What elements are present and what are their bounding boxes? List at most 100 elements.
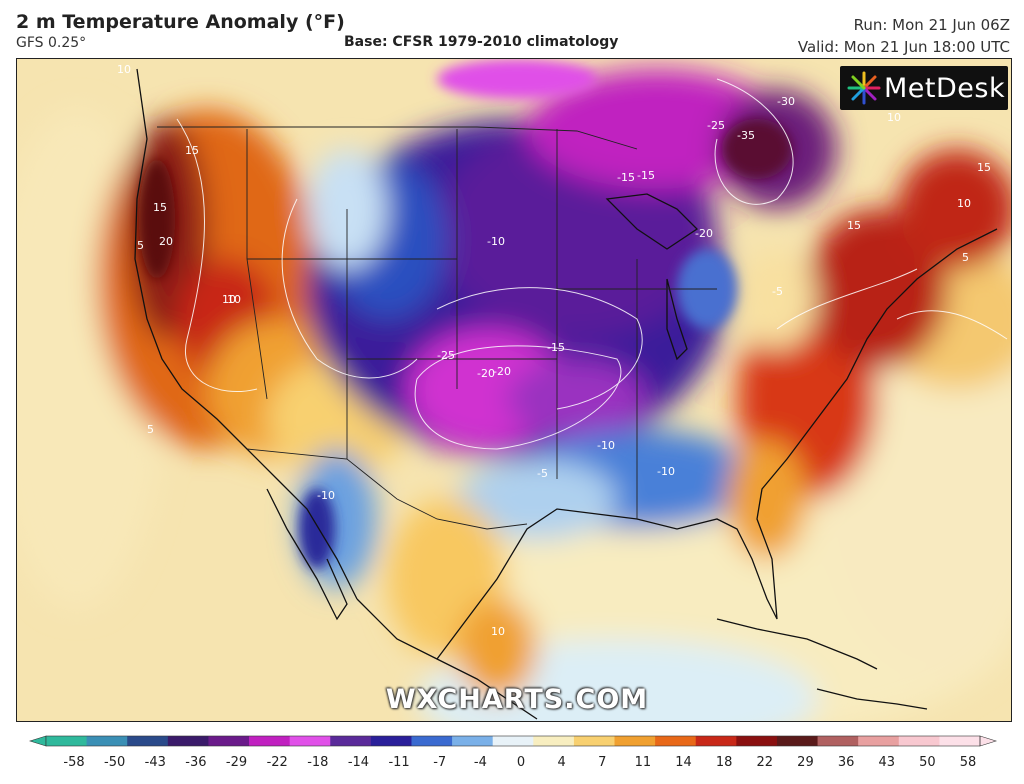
legend-tick-label: -4	[474, 755, 487, 770]
legend-color-step	[898, 736, 940, 746]
legend-tick-label: 36	[838, 755, 855, 770]
legend-color-step	[939, 736, 981, 746]
contour-label: -5	[537, 467, 548, 480]
legend-color-step	[167, 736, 209, 746]
legend-color-step	[655, 736, 697, 746]
legend-tick-label: -36	[185, 755, 206, 770]
legend-tick-label: -22	[267, 755, 288, 770]
base-climatology-label: Base: CFSR 1979-2010 climatology	[344, 34, 619, 50]
contour-label: -10	[597, 439, 615, 452]
contour-label: -10	[317, 489, 335, 502]
contour-label: 10	[491, 625, 505, 638]
legend-color-step	[370, 736, 412, 746]
contour-label: -5	[772, 285, 783, 298]
legend-tick-label: 18	[716, 755, 733, 770]
legend-color-step	[127, 736, 169, 746]
legend-tick-label: -43	[145, 755, 166, 770]
map-canvas: 10 15 20 15 10 5 -10 -15 -20 -25 -20 -15 -30 -35 -25 -1…	[17, 59, 1011, 721]
metdesk-logo-text: MetDesk	[884, 72, 1006, 104]
legend-color-step	[533, 736, 575, 746]
legend-color-step	[208, 736, 250, 746]
legend-color-step	[411, 736, 453, 746]
anomaly-field	[17, 69, 1011, 721]
legend-color-step	[330, 736, 372, 746]
anomaly-detail	[139, 59, 792, 569]
legend-bar	[28, 735, 998, 747]
legend-color-step	[736, 736, 778, 746]
contour-label: -15	[637, 169, 655, 182]
color-scale-legend: -58 -50 -43 -36 -29 -22 -18 -14 -11 -7 -4 0 4 7 11 14 18…	[28, 735, 998, 770]
contour-labels: 10 15 20 15 10 5 -10 -15 -20 -25 -20 -15 -30 -35 -25 -1…	[117, 63, 991, 638]
legend-color-step	[492, 736, 534, 746]
legend-tick-label: 58	[960, 755, 977, 770]
legend-color-step	[452, 736, 494, 746]
contour-label: -30	[777, 95, 795, 108]
coastlines	[134, 68, 998, 720]
legend-ticks: -58 -50 -43 -36 -29 -22 -18 -14 -11 -7 -4 0 4 7 11 14 18…	[63, 755, 976, 770]
legend-color-step	[289, 736, 331, 746]
legend-tick-label: -29	[226, 755, 247, 770]
legend-tick-label: -18	[307, 755, 328, 770]
borders	[157, 126, 717, 530]
contour-label: 5	[962, 251, 969, 264]
contour-label: 10	[117, 63, 131, 76]
contour-label: -20	[493, 365, 511, 378]
wxcharts-watermark: WXCHARTS.COM	[385, 684, 649, 715]
run-time-label: Run: Mon 21 Jun 06Z	[853, 16, 1010, 34]
legend-tick-label: -50	[104, 755, 125, 770]
header-left: 2 m Temperature Anomaly (°F) GFS 0.25°	[16, 10, 345, 52]
contour-label: -10	[657, 465, 675, 478]
contour-label: 15	[153, 201, 167, 214]
legend-color-step	[695, 736, 737, 746]
legend-color-step	[776, 736, 819, 746]
model-label: GFS 0.25°	[16, 35, 87, 51]
legend-tick-label: 43	[878, 755, 895, 770]
legend-arrow-right	[979, 735, 998, 747]
contour-label: -10	[487, 235, 505, 248]
metdesk-starburst-icon	[847, 71, 881, 105]
legend-tick-label: 50	[919, 755, 936, 770]
legend-tick-label: -7	[433, 755, 446, 770]
contour-label: 10	[222, 293, 236, 306]
metdesk-logo: MetDesk	[840, 66, 1008, 110]
contour-label: -25	[707, 119, 725, 132]
legend-tick-label: 11	[635, 755, 652, 770]
legend-color-step	[614, 736, 656, 746]
contour-label: -25	[437, 349, 455, 362]
contour-label: 5	[137, 239, 144, 252]
contour-label: -15	[617, 171, 635, 184]
anomaly-map: 10 15 20 15 10 5 -10 -15 -20 -25 -20 -15 -30 -35 -25 -1…	[16, 58, 1012, 722]
contour-label: 15	[185, 144, 199, 157]
legend-color-step	[249, 736, 291, 746]
legend-color-step	[858, 736, 900, 746]
contour-label: 5	[147, 423, 154, 436]
contour-label: 10	[957, 197, 971, 210]
legend-tick-label: 4	[557, 755, 565, 770]
header-right: Run: Mon 21 Jun 06Z Valid: Mon 21 Jun 18…	[798, 14, 1010, 58]
contour-label: -35	[737, 129, 755, 142]
contour-label: 15	[847, 219, 861, 232]
contour-label: -15	[547, 341, 565, 354]
legend-color-step	[817, 736, 859, 746]
legend-tick-label: 14	[675, 755, 692, 770]
contour-label: -20	[695, 227, 713, 240]
legend-color-step	[46, 736, 88, 746]
legend-tick-label: -11	[388, 755, 409, 770]
legend-tick-label: -58	[63, 755, 84, 770]
legend-tick-label: 29	[797, 755, 814, 770]
legend-tick-label: 22	[757, 755, 774, 770]
contour-label: -20	[477, 367, 495, 380]
legend-tick-label: -14	[348, 755, 369, 770]
contour-label: 10	[227, 293, 241, 306]
contour-label: 20	[159, 235, 173, 248]
contour-label: 15	[977, 161, 991, 174]
contour-label: 10	[887, 111, 901, 124]
contours	[176, 78, 1008, 450]
legend-arrow-left	[28, 735, 47, 747]
legend-color-step	[86, 736, 128, 746]
valid-time-label: Valid: Mon 21 Jun 18:00 UTC	[797, 38, 1010, 56]
legend-tick-label: 7	[598, 755, 606, 770]
legend-outline	[45, 735, 981, 747]
chart-title: 2 m Temperature Anomaly (°F)	[16, 11, 345, 33]
legend-tick-label: 0	[517, 755, 525, 770]
